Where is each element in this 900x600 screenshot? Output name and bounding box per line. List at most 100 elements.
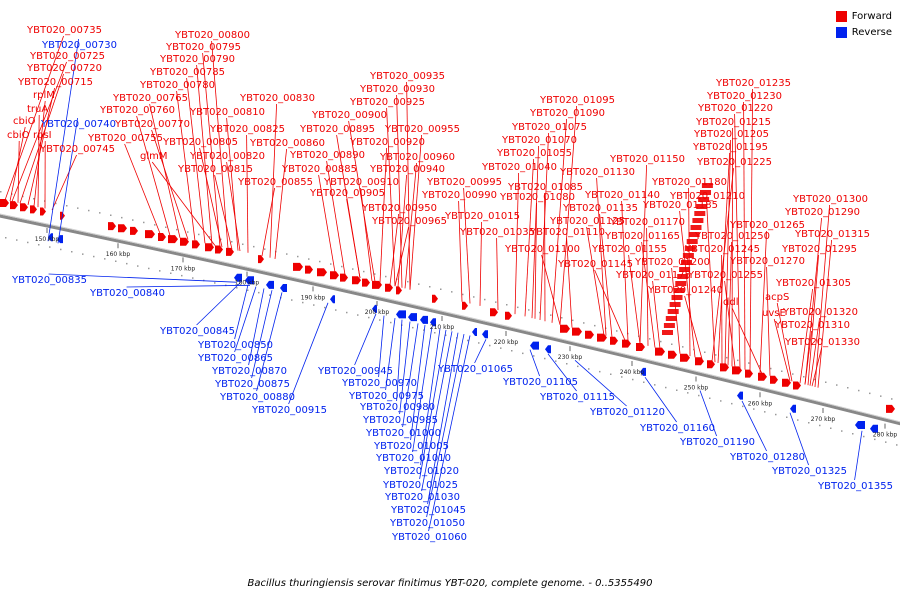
reverse-gene <box>482 330 488 339</box>
forward-gene-label: YBT020_01200 <box>634 257 710 268</box>
guide-dot <box>60 248 62 251</box>
guide-dot <box>643 381 645 383</box>
forward-gene-label: YBT020_00905 <box>309 188 385 199</box>
forward-gene-label: YBT020_01090 <box>529 108 605 119</box>
forward-gene-label: YBT020_00885 <box>281 164 357 175</box>
forward-gene <box>610 336 618 345</box>
guide-dot <box>429 286 431 288</box>
forward-gene-label: YBT020_00725 <box>29 51 105 62</box>
guide-dot <box>539 311 541 314</box>
guide-dot <box>621 376 623 378</box>
forward-gene-label: YBT020_00940 <box>369 164 445 175</box>
label-leader <box>186 77 206 244</box>
guide-dot <box>418 283 420 285</box>
guide-dot <box>77 207 79 209</box>
label-leader <box>807 254 819 386</box>
label-leader <box>269 103 277 258</box>
forward-gene-label: YBT020_00745 <box>39 144 115 155</box>
forward-gene-label: rpsI <box>33 130 52 141</box>
forward-gene-label: YBT020_00805 <box>162 137 238 148</box>
guide-dot <box>715 354 717 356</box>
guide-dot <box>495 301 497 303</box>
reverse-gene-label: YBT020_01045 <box>390 505 466 516</box>
forward-gene <box>362 278 370 287</box>
forward-gene-label: YBT020_01180 <box>651 177 727 188</box>
guide-dot <box>368 316 370 319</box>
guide-dot <box>869 392 871 395</box>
forward-gene-label: YBT020_00895 <box>299 124 375 135</box>
reverse-gene-label: YBT020_01120 <box>589 407 665 418</box>
forward-gene-label: rplM <box>33 90 55 101</box>
forward-gene-stack <box>665 316 677 321</box>
guide-dot <box>313 304 315 306</box>
guide-dot <box>632 378 634 381</box>
forward-gene-label: cbiO <box>13 116 36 127</box>
guide-dot <box>264 248 266 250</box>
guide-dot <box>550 314 552 316</box>
guide-dot <box>176 228 178 231</box>
guide-dot <box>137 265 139 267</box>
guide-dot <box>66 205 68 207</box>
forward-gene <box>770 375 778 384</box>
guide-dot <box>110 214 112 216</box>
forward-gene-label: YBT020_01015 <box>444 211 520 222</box>
forward-gene-label: YBT020_01295 <box>781 244 857 255</box>
guide-dot <box>484 298 486 301</box>
forward-gene-label: YBT020_01270 <box>729 256 805 267</box>
label-leader <box>731 307 763 374</box>
label-leader <box>594 269 626 341</box>
forward-gene <box>352 276 361 285</box>
tick-label: 250 kbp <box>684 385 709 392</box>
reverse-gene-label: YBT020_00835 <box>11 275 87 286</box>
label-leader <box>474 339 487 364</box>
tick-label: 230 kbp <box>558 354 583 361</box>
guide-dot <box>93 255 95 258</box>
reverse-gene <box>330 295 335 304</box>
forward-gene-label: YBT020_00735 <box>26 25 102 36</box>
reverse-gene-label: YBT020_00845 <box>159 326 235 337</box>
forward-gene-label: YBT020_01075 <box>511 122 587 133</box>
guide-dot <box>566 363 568 365</box>
legend-label-reverse: Reverse <box>851 26 892 38</box>
tick-layer: 150 kbp 160 kbp 170 kbp 180 kbp 190 kbp 200 k… <box>35 227 897 439</box>
label-leader <box>4 35 64 201</box>
forward-gene-stack <box>694 211 706 216</box>
guide-dot <box>731 402 733 405</box>
label-leader <box>646 227 649 346</box>
guide-dot <box>88 209 90 212</box>
label-leader <box>743 101 746 370</box>
guide-dot <box>170 272 172 274</box>
label-leader <box>531 145 539 319</box>
forward-gene-stack <box>667 309 679 314</box>
guide-dot <box>649 338 651 340</box>
guide-dot <box>533 355 535 357</box>
guide-dot <box>506 304 508 306</box>
forward-gene <box>372 280 382 289</box>
guide-dot <box>187 231 189 233</box>
guide-dot <box>588 368 590 370</box>
guide-dot <box>99 212 101 214</box>
label-leader <box>734 113 741 369</box>
reverse-gene-label: YBT020_01000 <box>365 428 441 439</box>
forward-gene <box>293 262 303 271</box>
forward-gene <box>130 226 138 235</box>
forward-gene-label: YBT020_00755 <box>87 133 163 144</box>
label-leader <box>776 302 793 382</box>
guide-dot <box>374 273 376 275</box>
forward-gene-stack <box>671 295 683 300</box>
guide-dot <box>561 317 563 319</box>
guide-dot <box>770 367 772 370</box>
forward-gene-label: YBT020_01095 <box>539 95 615 106</box>
forward-gene-stack <box>681 260 692 265</box>
label-leader <box>759 230 767 374</box>
forward-gene-label: YBT020_01240 <box>647 285 723 296</box>
tick-label: 270 kbp <box>811 416 836 423</box>
forward-gene <box>258 255 264 264</box>
forward-gene <box>793 381 801 390</box>
reverse-gene-label: YBT020_00985 <box>362 415 438 426</box>
forward-gene-label: YBT020_01265 <box>729 220 805 231</box>
guide-dot <box>726 356 728 359</box>
guide-dot <box>220 238 222 241</box>
guide-dot <box>236 287 238 289</box>
backbone <box>0 214 900 426</box>
